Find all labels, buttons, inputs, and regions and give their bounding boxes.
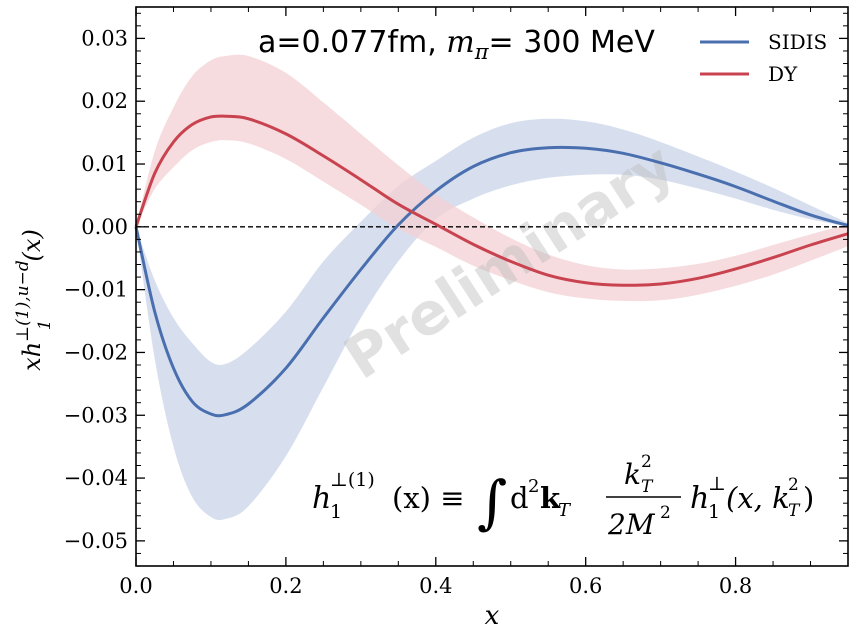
series-lines — [134, 114, 849, 418]
formula-kvec-sub: T — [558, 500, 572, 521]
x-tick-label: 0.4 — [419, 574, 452, 598]
formula-integral: ∫ — [477, 468, 507, 536]
axes-frame: 0.0 0.2 0.4 0.6 0.8 0.03 0.02 0.01 0.00 −0.01 −0.0… — [64, 6, 849, 598]
formula-arg: (x) ≡ — [392, 481, 465, 515]
x-tick-label: 0.6 — [569, 574, 602, 598]
y-axis-label-sub: 1 — [35, 319, 55, 330]
formula-rhs: h — [690, 481, 709, 516]
band-dy — [136, 54, 848, 302]
formula-rhs-arg-sub: T — [788, 501, 801, 521]
annotation-pi: π — [474, 40, 490, 64]
x-tick-label: 0.2 — [269, 574, 302, 598]
formula-kvec: k — [540, 481, 561, 515]
y-tick-label: 0.03 — [81, 26, 128, 50]
y-axis-label-sup: ⊥(1),u−d — [13, 260, 33, 342]
y-tick-label: 0.02 — [81, 89, 128, 113]
formula-lhs-sub: 1 — [330, 501, 342, 523]
formula: h ⊥(1) 1 (x) ≡ ∫ d 2 k T k 2 T 2M 2 h ⊥ … — [312, 452, 814, 541]
formula-lhs-sup: ⊥(1) — [330, 469, 375, 491]
formula-measure: d — [510, 481, 529, 515]
annotation: a=0.077fm, mπ= 300 MeV — [258, 25, 655, 64]
annotation-m: m — [446, 25, 474, 60]
svg-text:xh⊥(1),u−d1(x): xh⊥(1),u−d 1 (x) — [13, 229, 55, 371]
y-tick-label: −0.05 — [64, 529, 128, 553]
y-tick-label: −0.03 — [64, 403, 128, 427]
y-tick-label: 0.01 — [81, 152, 128, 176]
legend-label-sidis: SIDIS — [768, 30, 827, 54]
formula-frac-num-sup: 2 — [641, 452, 652, 472]
x-tick-label: 0.0 — [119, 574, 152, 598]
formula-rhs-sup: ⊥ — [708, 473, 726, 495]
formula-rhs-arg-open: (x, k — [726, 481, 790, 515]
formula-frac-num: k — [624, 458, 641, 491]
annotation-text: a=0.077fm, — [258, 25, 446, 60]
line-sidis — [134, 145, 849, 418]
plot-frame — [135, 6, 849, 567]
x-tick-label: 0.8 — [719, 574, 752, 598]
legend-label-dy: DY — [768, 62, 798, 86]
formula-frac-den: 2M — [607, 508, 656, 541]
y-tick-label: 0.00 — [81, 215, 128, 239]
formula-lhs: h — [312, 481, 331, 516]
formula-frac-num-sub: T — [641, 477, 654, 497]
y-axis-label: xh⊥(1),u−d 1 (x) — [13, 229, 55, 371]
legend: SIDIS DY — [700, 30, 827, 86]
line-dy — [134, 114, 849, 287]
y-axis-label-arg: (x) — [18, 229, 46, 261]
formula-measure-sup: 2 — [528, 476, 539, 497]
formula-frac-den-sup: 2 — [660, 503, 671, 523]
formula-rhs-arg-close: ) — [803, 481, 814, 515]
uncertainty-bands — [136, 54, 848, 521]
y-axis-label-main: xh — [18, 342, 46, 371]
annotation-value: = 300 MeV — [489, 25, 656, 60]
y-tick-label: −0.04 — [64, 466, 128, 490]
band-sidis — [136, 118, 848, 521]
formula-rhs-sub: 1 — [708, 501, 720, 523]
x-axis-label: x — [485, 601, 500, 626]
formula-rhs-arg-sup: 2 — [788, 475, 799, 495]
y-tick-label: −0.01 — [64, 278, 128, 302]
y-tick-label: −0.02 — [64, 340, 128, 364]
